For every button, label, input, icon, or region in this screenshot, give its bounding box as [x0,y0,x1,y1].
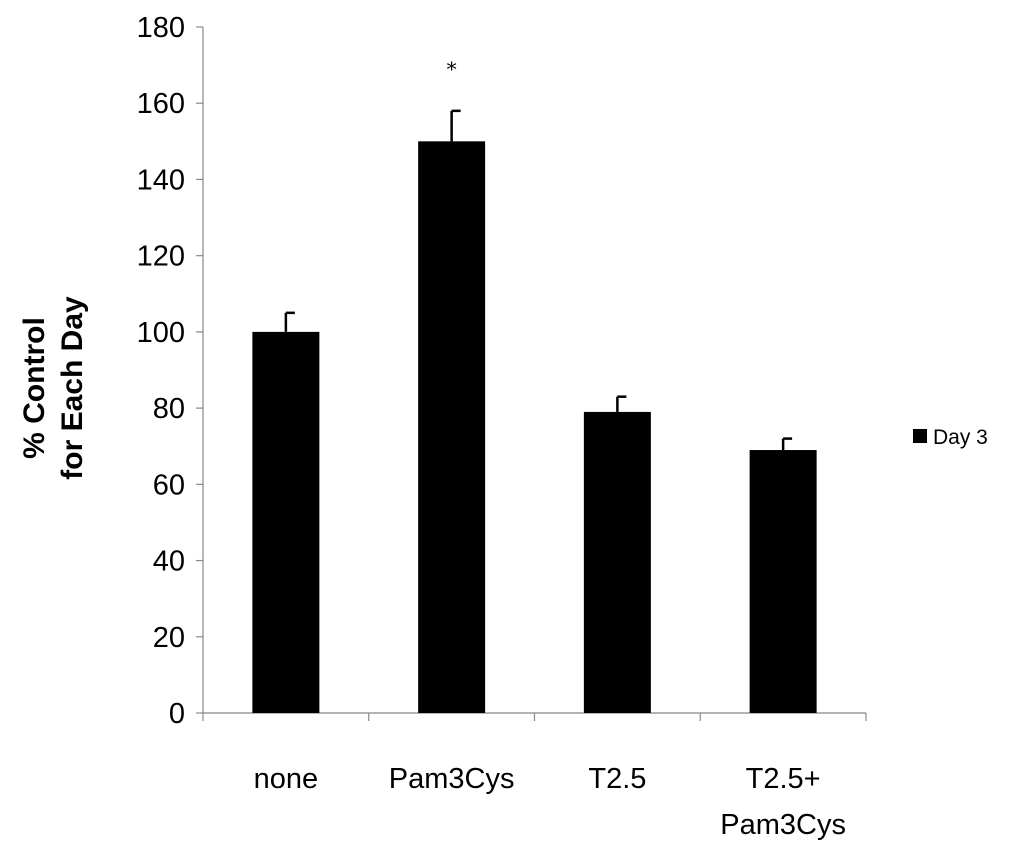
y-tick-label: 180 [137,12,185,44]
y-tick-label: 100 [137,317,185,349]
y-axis-title-line: % Control [18,317,51,459]
significance-marker: * [447,57,457,81]
bar [749,450,817,713]
x-axis [202,712,867,721]
y-tick-label: 160 [137,88,185,120]
y-tick-label: 120 [137,241,185,273]
x-tick-label: Pam3Cys [389,763,515,795]
y-tick-label: 40 [153,546,185,578]
x-tick-label: Pam3Cys [720,809,846,841]
x-tick-label: T2.5 [588,763,646,795]
legend-swatch [913,429,927,443]
bars-group [252,109,817,714]
legend: Day 3 [913,426,988,449]
annotations: * [447,57,457,81]
y-tick-label: 60 [153,469,185,501]
y-axis-title: % Control for Each Day [18,296,89,480]
x-tick-label: T2.5+ [746,763,821,795]
y-axis-title-line: for Each Day [56,296,89,480]
bar [583,411,651,713]
y-tick-label: 0 [169,698,185,730]
y-tick-label: 140 [137,164,185,196]
category-labels: none Pam3Cys T2.5 T2.5+ Pam3Cys [254,763,846,841]
y-tick-label: 80 [153,393,185,425]
legend-label: Day 3 [933,426,988,449]
bar [252,331,320,713]
x-tick-label: none [254,763,319,795]
y-tick-label: 20 [153,622,185,654]
bar [418,141,486,714]
y-axis: 0 20 40 60 80 100 120 140 160 180 [137,12,204,730]
